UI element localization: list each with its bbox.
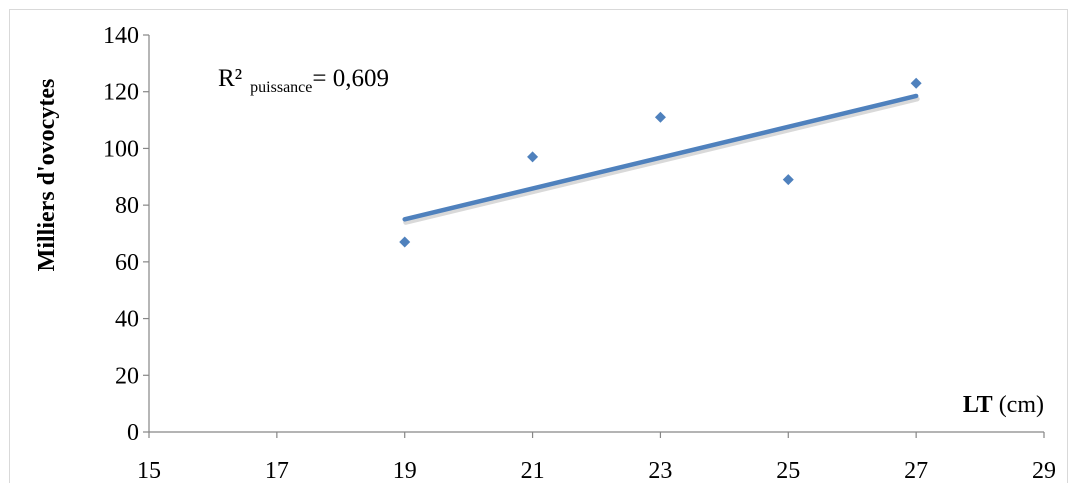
data-point bbox=[527, 151, 539, 163]
x-tick-label: 23 bbox=[648, 458, 672, 483]
x-tick-label: 29 bbox=[1032, 458, 1056, 483]
y-tick-label: 140 bbox=[103, 23, 139, 49]
r-squared-subscript: puissance bbox=[250, 79, 312, 96]
y-tick-label: 0 bbox=[127, 420, 139, 446]
y-tick-label: 120 bbox=[103, 80, 139, 106]
x-tick-label: 17 bbox=[265, 458, 289, 483]
data-point bbox=[782, 174, 794, 186]
x-axis-label-name: LT bbox=[963, 392, 993, 418]
r-squared-prefix: R² bbox=[218, 65, 242, 92]
data-point bbox=[910, 77, 922, 89]
y-tick-label: 40 bbox=[115, 307, 139, 333]
y-tick-label: 100 bbox=[103, 136, 139, 162]
r-squared-annotation: R² puissance= 0,609 bbox=[218, 65, 389, 96]
data-points bbox=[399, 77, 922, 248]
data-point bbox=[399, 236, 411, 248]
x-tick-label: 19 bbox=[393, 458, 417, 483]
data-point bbox=[654, 111, 666, 123]
r-squared-value: = 0,609 bbox=[312, 65, 389, 92]
trendline-shadow bbox=[403, 96, 920, 225]
y-tick-labels: 0 20 40 60 80 100 120 140 bbox=[103, 23, 139, 446]
y-tick-label: 80 bbox=[115, 193, 139, 219]
y-tick-label: 60 bbox=[115, 250, 139, 276]
x-tick-label: 21 bbox=[521, 458, 545, 483]
x-axis-label: LT (cm) bbox=[963, 392, 1044, 418]
x-tick-label: 27 bbox=[904, 458, 928, 483]
x-tick-labels: 15 17 19 21 23 25 27 29 bbox=[137, 458, 1056, 483]
y-tick-label: 20 bbox=[115, 363, 139, 389]
axes bbox=[143, 34, 1045, 438]
trendline-group bbox=[402, 93, 920, 225]
y-axis-label: Milliers d'ovocytes bbox=[34, 79, 60, 272]
trendline bbox=[402, 93, 919, 222]
x-axis-label-unit: (cm) bbox=[999, 392, 1044, 418]
x-tick-label: 15 bbox=[137, 458, 161, 483]
chart-frame bbox=[9, 9, 1068, 483]
x-tick-label: 25 bbox=[776, 458, 800, 483]
